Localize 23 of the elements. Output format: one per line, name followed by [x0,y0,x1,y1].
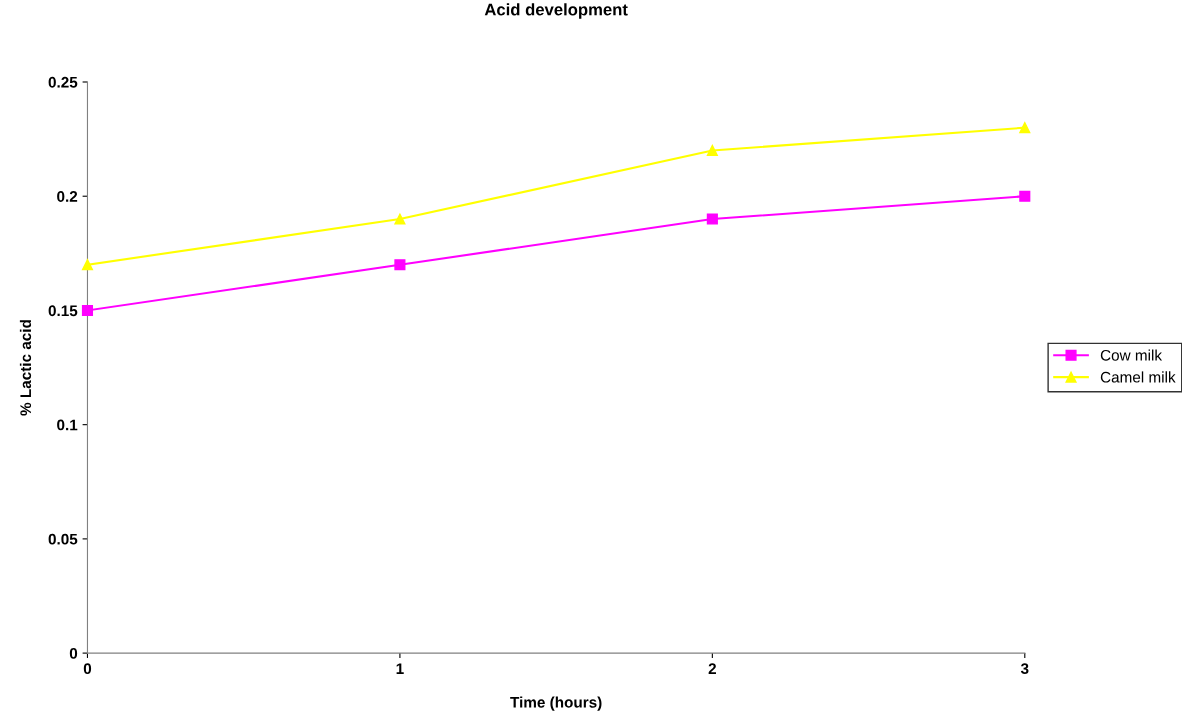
y-axis-title: % Lactic acid [19,320,32,416]
point [394,259,406,271]
y-tick-label: 0.15 [48,305,78,317]
x-tick-label: 3 [1020,663,1029,675]
y-tick-label: 0.25 [48,76,78,88]
chart-title: Acid development [484,3,628,19]
legend-label: Camel milk [1100,371,1176,383]
point [706,144,718,157]
legend-label: Cow milk [1100,349,1163,361]
point [81,259,94,271]
x-tick-label: 1 [396,663,404,674]
x-axis-title: Time (hours) [510,696,602,711]
point [81,304,94,316]
point [1019,190,1031,202]
y-tick-label: 0 [69,647,78,659]
point [706,213,718,225]
point [394,213,406,225]
y-tick-label: 0.05 [48,533,78,545]
point [1019,122,1031,134]
y-tick-label: 0.1 [57,419,78,431]
y-tick-label: 0.2 [57,191,78,202]
x-tick-label: 0 [83,663,92,675]
x-tick-label: 2 [708,663,716,674]
